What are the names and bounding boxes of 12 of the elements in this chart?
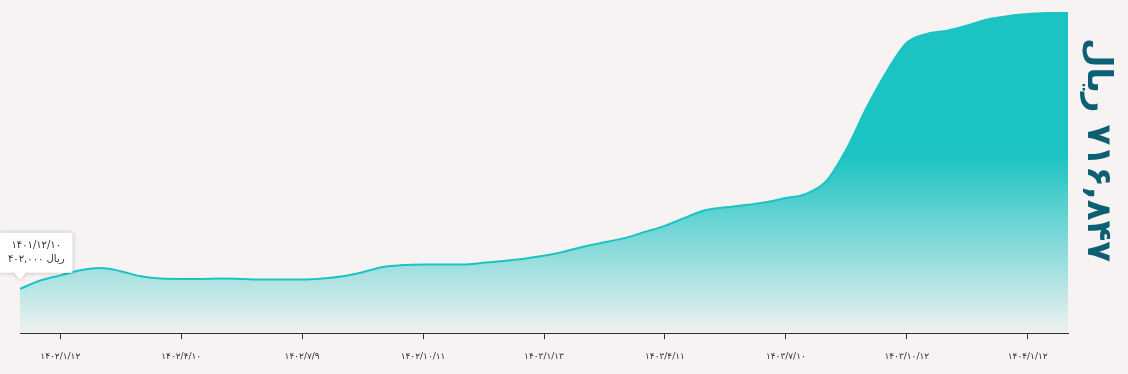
x-tick-label: ۱۴۰۲/۱/۱۲ (40, 350, 81, 361)
x-tick-label: ۱۴۰۳/۷/۱۰ (765, 350, 806, 361)
x-tick-label: ۱۴۰۲/۱۰/۱۱ (400, 350, 446, 361)
x-tick-label: ۱۴۰۲/۴/۱۰ (161, 350, 202, 361)
annotation: ۴۰۲,۰۰۰ ریال (7, 253, 65, 265)
x-tick-label: ۱۴۰۲/۷/۹ (284, 350, 320, 361)
x-tick-label: ۱۴۰۳/۴/۱۱ (644, 350, 685, 361)
x-tick-label: ۱۴۰۳/۱۰/۱۲ (884, 350, 930, 361)
x-tick-label: ۱۴۰۴/۱/۱۲ (1007, 350, 1048, 361)
annotation: ۱۴۰۱/۱۲/۱۰ (11, 239, 62, 251)
text: ۷۱۶,۸۴۷ ریال (1080, 38, 1121, 262)
x-tick-label: ۱۴۰۳/۱/۱۳ (524, 350, 565, 361)
